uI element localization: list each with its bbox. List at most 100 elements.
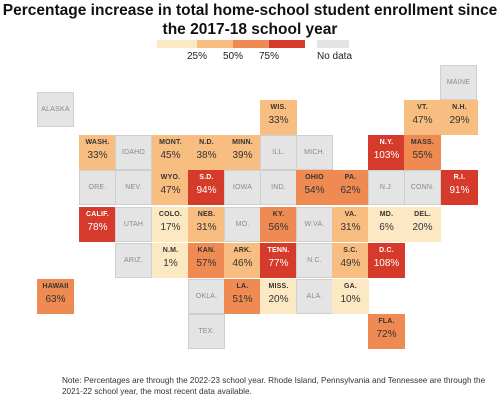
state-abbr: COLO. bbox=[158, 211, 183, 218]
state-tile-tenn: TENN. 77% bbox=[260, 243, 297, 278]
state-tile-del: DEL. 20% bbox=[404, 207, 441, 242]
legend-tick-50: 50% bbox=[223, 51, 244, 62]
state-abbr: MO. bbox=[235, 221, 250, 228]
state-tile-ariz: ARIZ. bbox=[115, 243, 152, 278]
state-tile-va: VA. 31% bbox=[332, 207, 369, 242]
state-abbr: W.VA. bbox=[304, 221, 325, 228]
state-value: 63% bbox=[45, 294, 66, 305]
state-tile-iowa: IOWA bbox=[224, 170, 261, 205]
state-tile-wash: WASH. 33% bbox=[79, 135, 116, 170]
state-abbr: WYO. bbox=[160, 174, 181, 181]
state-tile-calif: CALIF. 78% bbox=[79, 207, 116, 242]
state-tile-hawaii: HAWAII 63% bbox=[37, 279, 74, 314]
state-tile-nj: N.J. bbox=[368, 170, 405, 205]
legend-swatch-1 bbox=[157, 40, 197, 48]
state-value: 46% bbox=[232, 258, 253, 269]
state-tile-sc: S.C. 49% bbox=[332, 243, 369, 278]
state-abbr: DEL. bbox=[414, 211, 431, 218]
state-abbr: WIS. bbox=[270, 104, 287, 111]
state-abbr: N.Y. bbox=[379, 139, 394, 146]
state-value: 72% bbox=[376, 329, 397, 340]
state-tile-colo: COLO. 17% bbox=[152, 207, 189, 242]
state-abbr: HAWAII bbox=[42, 283, 69, 290]
state-value: 103% bbox=[373, 150, 400, 161]
color-legend: 25% 50% 75% No data bbox=[157, 40, 357, 70]
map-title: Percentage increase in total home-school… bbox=[2, 2, 498, 38]
state-value: 33% bbox=[268, 115, 289, 126]
state-abbr: MD. bbox=[379, 211, 394, 218]
state-value: 91% bbox=[449, 185, 470, 196]
state-abbr: ARK. bbox=[233, 247, 252, 254]
state-tile-wva: W.VA. bbox=[296, 207, 333, 242]
state-value: 17% bbox=[160, 222, 181, 233]
state-value: 33% bbox=[87, 150, 108, 161]
state-abbr: IDAHO bbox=[121, 149, 146, 156]
state-value: 94% bbox=[196, 185, 217, 196]
state-abbr: MINN. bbox=[232, 139, 253, 146]
state-tile-maine: MAINE bbox=[440, 65, 477, 100]
state-abbr: MONT. bbox=[159, 139, 182, 146]
state-tile-nm: N.M. 1% bbox=[152, 243, 189, 278]
state-value: 10% bbox=[340, 294, 361, 305]
state-tile-nh: N.H. 29% bbox=[441, 100, 478, 135]
state-tile-ark: ARK. 46% bbox=[224, 243, 261, 278]
legend-swatch-3 bbox=[233, 40, 269, 48]
state-abbr: VT. bbox=[417, 104, 428, 111]
state-tile-idaho: IDAHO bbox=[115, 135, 152, 170]
state-tile-ala: ALA. bbox=[296, 279, 333, 314]
legend-swatch-4 bbox=[269, 40, 305, 48]
state-abbr: S.D. bbox=[199, 174, 214, 181]
state-abbr: MAINE bbox=[446, 79, 471, 86]
state-abbr: NEB. bbox=[197, 211, 216, 218]
state-abbr: S.C. bbox=[343, 247, 358, 254]
state-abbr: CONN. bbox=[410, 184, 435, 191]
state-abbr: TEX. bbox=[198, 328, 215, 335]
state-abbr: WASH. bbox=[85, 139, 110, 146]
state-tile-la: LA. 51% bbox=[224, 279, 261, 314]
state-abbr: CALIF. bbox=[86, 211, 109, 218]
state-abbr: MISS. bbox=[268, 283, 289, 290]
state-abbr: OHIO bbox=[305, 174, 324, 181]
state-abbr: PA. bbox=[344, 174, 357, 181]
state-tile-mich: MICH. bbox=[296, 135, 333, 170]
legend-tick-25: 25% bbox=[187, 51, 208, 62]
state-value: 39% bbox=[232, 150, 253, 161]
state-value: 51% bbox=[232, 294, 253, 305]
legend-swatch-2 bbox=[197, 40, 233, 48]
legend-no-data-label: No data bbox=[317, 51, 353, 62]
state-value: 31% bbox=[340, 222, 361, 233]
state-abbr: IOWA bbox=[232, 184, 253, 191]
state-tile-ga: GA. 10% bbox=[332, 279, 369, 314]
state-tile-ill: ILL. bbox=[260, 135, 297, 170]
state-abbr: UTAH bbox=[123, 221, 144, 228]
state-tile-ri: R.I. 91% bbox=[441, 170, 478, 205]
state-tile-md: MD. 6% bbox=[368, 207, 405, 242]
state-value: 78% bbox=[87, 222, 108, 233]
state-abbr: MICH. bbox=[304, 149, 325, 156]
state-abbr: ALASKA bbox=[41, 106, 70, 113]
state-tile-alaska: ALASKA bbox=[37, 92, 74, 127]
state-tile-ohio: OHIO 54% bbox=[296, 170, 333, 205]
state-tile-nev: NEV. bbox=[115, 170, 152, 205]
state-tile-dc: D.C. 108% bbox=[368, 243, 405, 278]
state-tile-mont: MONT. 45% bbox=[152, 135, 189, 170]
state-value: 49% bbox=[340, 258, 361, 269]
state-value: 54% bbox=[304, 185, 325, 196]
state-value: 56% bbox=[268, 222, 289, 233]
state-abbr: N.H. bbox=[452, 104, 467, 111]
state-tile-miss: MISS. 20% bbox=[260, 279, 297, 314]
state-tile-ind: IND. bbox=[260, 170, 297, 205]
state-tile-ky: KY. 56% bbox=[260, 207, 297, 242]
state-tile-okla: OKLA. bbox=[188, 279, 225, 314]
state-value: 57% bbox=[196, 258, 217, 269]
state-tile-mo: MO. bbox=[224, 207, 261, 242]
state-tile-tex: TEX. bbox=[188, 314, 225, 349]
state-tile-mass: MASS. 55% bbox=[404, 135, 441, 170]
state-tile-sd: S.D. 94% bbox=[188, 170, 225, 205]
legend-no-data-swatch bbox=[317, 40, 349, 48]
state-abbr: FLA. bbox=[378, 318, 395, 325]
state-tile-pa: PA. 62% bbox=[332, 170, 369, 205]
state-value: 77% bbox=[268, 258, 289, 269]
state-abbr: MASS. bbox=[410, 139, 435, 146]
state-abbr: R.I. bbox=[453, 174, 466, 181]
